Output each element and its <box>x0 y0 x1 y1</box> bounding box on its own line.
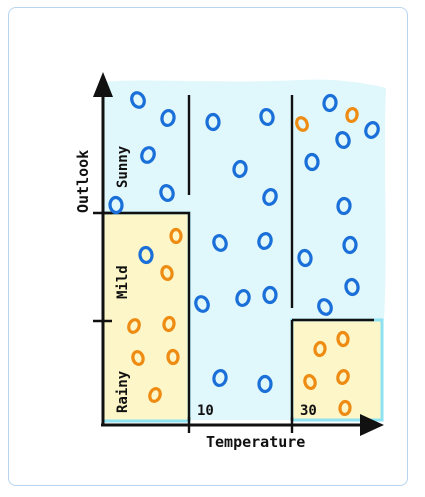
orange-point <box>148 387 162 403</box>
y-category-sunny: Sunny <box>115 145 131 188</box>
orange-point <box>295 116 309 132</box>
blue-point <box>130 91 146 109</box>
blue-point <box>160 108 176 128</box>
blue-point <box>235 288 251 308</box>
orange-point <box>131 350 145 366</box>
x-axis-arrow <box>360 414 384 436</box>
y-category-mild: Mild <box>115 265 131 299</box>
blue-point <box>342 235 358 255</box>
blue-point <box>159 184 175 202</box>
blue-point <box>257 374 273 394</box>
blue-point <box>304 152 320 172</box>
orange-point <box>303 374 317 390</box>
blue-point <box>364 121 380 139</box>
blue-point <box>322 93 338 113</box>
blue-point <box>205 112 221 132</box>
blue-point <box>212 234 228 252</box>
y-axis-label: Outlook <box>74 150 92 213</box>
blue-point <box>297 248 313 268</box>
blue-point <box>262 285 278 305</box>
data-points <box>108 91 380 417</box>
x-tick-label-30: 30 <box>300 403 317 419</box>
orange-point <box>345 106 359 124</box>
blue-point <box>262 188 278 206</box>
orange-point <box>127 318 141 334</box>
blue-point <box>344 277 360 297</box>
blue-point <box>212 368 228 388</box>
blue-point <box>259 107 275 127</box>
orange-point <box>169 227 183 245</box>
split-lines <box>103 211 374 421</box>
blue-point <box>232 159 248 179</box>
y-category-rainy: Rainy <box>115 370 131 413</box>
orange-point <box>336 369 350 385</box>
orange-point <box>166 348 180 366</box>
blue-region <box>104 79 386 421</box>
y-axis-arrow <box>93 72 113 97</box>
orange-point <box>160 264 174 282</box>
blue-point <box>140 146 156 164</box>
x-tick-label-10: 10 <box>197 403 214 419</box>
blue-point <box>317 298 333 316</box>
blue-point <box>336 196 352 216</box>
orange-point <box>338 399 352 417</box>
blue-point <box>257 232 273 250</box>
blue-point <box>138 245 154 265</box>
blue-point <box>335 131 351 149</box>
blue-point <box>108 195 124 215</box>
orange-point <box>162 315 176 333</box>
orange-point <box>313 340 327 358</box>
blue-point <box>194 295 210 313</box>
x-axis-label: Temperature <box>206 433 305 451</box>
orange-point <box>336 330 350 348</box>
